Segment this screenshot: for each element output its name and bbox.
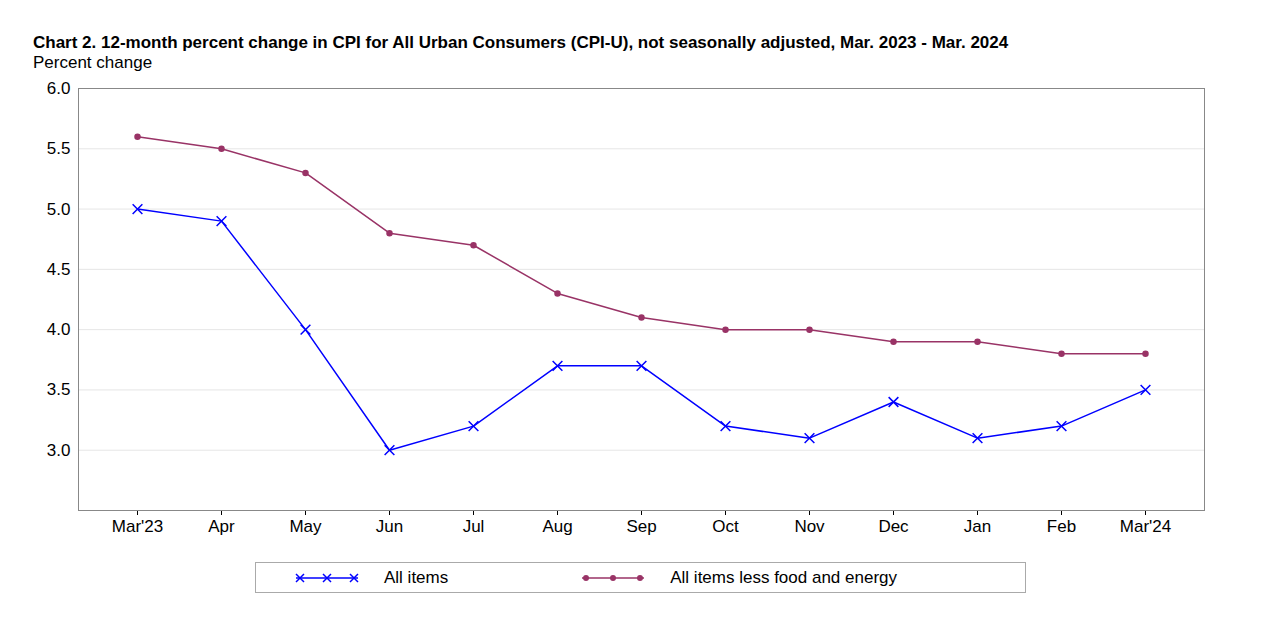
svg-text:Aug: Aug [542,517,572,536]
svg-text:May: May [289,517,322,536]
svg-text:Apr: Apr [208,517,235,536]
svg-text:4.0: 4.0 [47,320,71,339]
html-text:Chart 2. 12-month percent chan: Chart 2. 12-month percent change in CPI … [33,33,1009,52]
svg-text:Dec: Dec [878,517,909,536]
svg-text:Mar'24: Mar'24 [1120,517,1171,536]
svg-text:Sep: Sep [626,517,656,536]
html-text:Percent change: Percent change [33,53,153,72]
svg-text:Jun: Jun [376,517,403,536]
svg-text:5.0: 5.0 [47,200,71,219]
svg-text:5.5: 5.5 [47,139,71,158]
html-text:All items: All items [384,567,449,587]
svg-text:Jul: Jul [463,517,485,536]
svg-text:6.0: 6.0 [47,79,71,98]
svg-text:Feb: Feb [1047,517,1076,536]
svg-text:Oct: Oct [712,517,739,536]
svg-text:Nov: Nov [794,517,825,536]
svg-text:Jan: Jan [964,517,991,536]
html-text:All items less food and energy: All items less food and energy [670,567,897,587]
svg-text:4.5: 4.5 [47,260,71,279]
svg-text:3.5: 3.5 [47,380,71,399]
svg-text:3.0: 3.0 [47,441,71,460]
svg-text:Mar'23: Mar'23 [112,517,163,536]
